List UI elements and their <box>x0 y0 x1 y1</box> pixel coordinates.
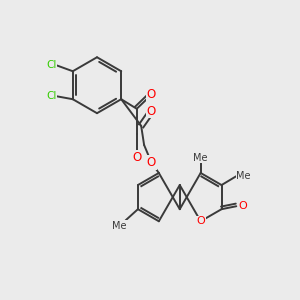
Text: Cl: Cl <box>46 60 57 70</box>
Text: Me: Me <box>236 171 251 181</box>
Text: O: O <box>147 156 156 169</box>
Text: Me: Me <box>112 221 127 231</box>
Text: O: O <box>147 88 156 101</box>
Text: O: O <box>147 105 156 118</box>
Text: Cl: Cl <box>46 91 57 101</box>
Text: O: O <box>132 151 141 164</box>
Text: O: O <box>196 216 205 226</box>
Text: O: O <box>238 201 247 211</box>
Text: Me: Me <box>194 153 208 163</box>
